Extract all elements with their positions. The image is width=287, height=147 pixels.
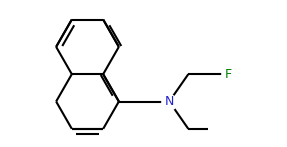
Text: N: N (164, 95, 174, 108)
Text: F: F (225, 68, 232, 81)
